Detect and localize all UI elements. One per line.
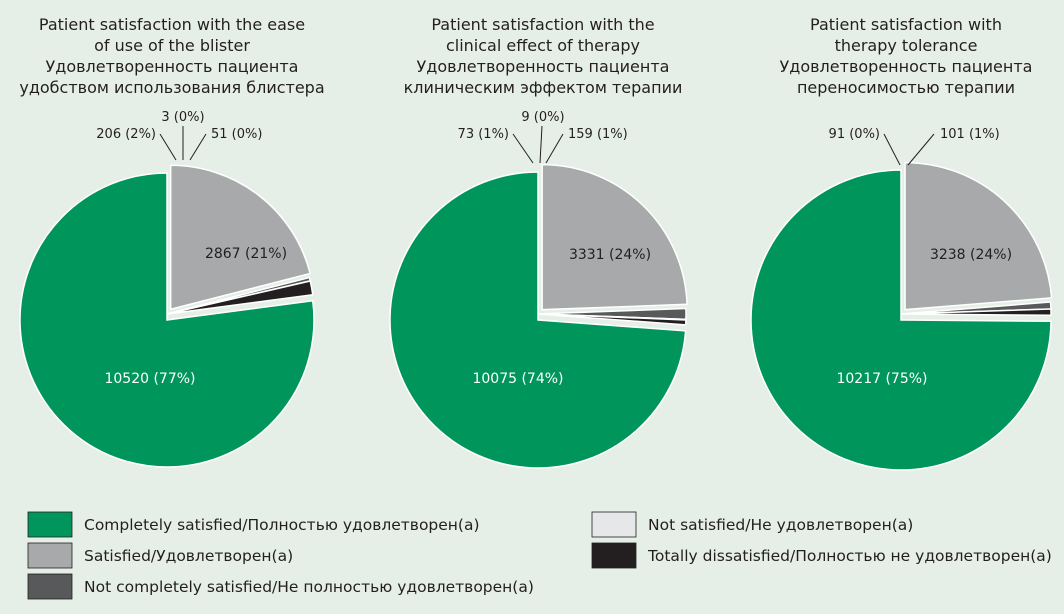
legend-swatch bbox=[591, 511, 637, 538]
callout-line bbox=[512, 133, 534, 164]
legend-swatch bbox=[27, 542, 73, 569]
callout-line bbox=[545, 133, 564, 164]
legend-swatch bbox=[27, 573, 73, 600]
callout-line bbox=[189, 133, 207, 161]
slice-label-not-completely-satisfied: 101 (1%) bbox=[940, 127, 1000, 142]
legend-label: Not satisfied/Не удовлетворен(а) bbox=[648, 516, 913, 534]
slice-label-totally-dissatisfied: 206 (2%) bbox=[96, 127, 156, 142]
callout-line bbox=[539, 125, 543, 164]
pie-chart-3: Patient satisfaction with therapy toleran… bbox=[750, 15, 1053, 471]
pie-chart-1: Patient satisfaction with the ease of use… bbox=[19, 15, 325, 468]
pie-slice-satisfied bbox=[541, 163, 688, 311]
slice-label-completely-satisfied: 10075 (74%) bbox=[472, 371, 563, 387]
legend-item-totally-dissatisfied: Totally dissatisfied/Полностью не удовле… bbox=[591, 542, 1052, 569]
chart-title: Patient satisfaction with the ease of use… bbox=[19, 15, 324, 97]
pie-slice-satisfied bbox=[904, 161, 1053, 311]
pie-slice-totally-dissatisfied bbox=[537, 313, 687, 326]
legend: Completely satisfied/Полностью удовлетво… bbox=[27, 511, 1052, 600]
charts-area: Patient satisfaction with the ease of use… bbox=[19, 15, 1053, 471]
pie-slice-completely-satisfied bbox=[750, 169, 1052, 471]
slice-label-totally-dissatisfied: 73 (1%) bbox=[458, 127, 509, 142]
legend-item-not-completely-satisfied: Not completely satisfied/Не полностью уд… bbox=[27, 573, 534, 600]
slice-label-not-completely-satisfied: 159 (1%) bbox=[568, 127, 628, 142]
legend-item-completely-satisfied: Completely satisfied/Полностью удовлетво… bbox=[27, 511, 480, 538]
slice-label-not-completely-satisfied: 51 (0%) bbox=[211, 127, 262, 142]
chart-title: Patient satisfaction with therapy toleran… bbox=[780, 15, 1033, 97]
pie-slice-totally-dissatisfied bbox=[166, 280, 314, 315]
callout-line bbox=[883, 133, 901, 166]
legend-label: Satisfied/Удовлетворен(а) bbox=[84, 547, 293, 565]
pie-chart-2: Patient satisfaction with the clinical ef… bbox=[389, 15, 688, 469]
slice-label-not-satisfied: 3 (0%) bbox=[161, 110, 204, 125]
slice-label-totally-dissatisfied: 91 (0%) bbox=[829, 127, 880, 142]
slice-label-satisfied: 2867 (21%) bbox=[205, 246, 287, 262]
pie-slice-completely-satisfied bbox=[389, 171, 687, 469]
pie-slice-totally-dissatisfied bbox=[900, 308, 1052, 317]
slice-label-satisfied: 3331 (24%) bbox=[569, 247, 651, 263]
slice-label-completely-satisfied: 10520 (77%) bbox=[104, 371, 195, 387]
chart-title: Patient satisfaction with the clinical ef… bbox=[404, 15, 683, 97]
legend-label: Not completely satisfied/Не полностью уд… bbox=[84, 578, 534, 596]
callout-line bbox=[907, 133, 935, 166]
pie-slice-satisfied bbox=[169, 164, 312, 311]
callout-line bbox=[159, 133, 177, 161]
legend-swatch bbox=[591, 542, 637, 569]
legend-item-not-satisfied: Not satisfied/Не удовлетворен(а) bbox=[591, 511, 913, 538]
legend-label: Totally dissatisfied/Полностью не удовле… bbox=[647, 547, 1052, 565]
slice-label-completely-satisfied: 10217 (75%) bbox=[836, 371, 927, 387]
legend-swatch bbox=[27, 511, 73, 538]
slice-label-not-satisfied: 9 (0%) bbox=[521, 110, 564, 125]
legend-label: Completely satisfied/Полностью удовлетво… bbox=[84, 516, 480, 534]
legend-item-satisfied: Satisfied/Удовлетворен(а) bbox=[27, 542, 293, 569]
pie-slice-completely-satisfied bbox=[19, 172, 315, 468]
slice-label-satisfied: 3238 (24%) bbox=[930, 247, 1012, 263]
